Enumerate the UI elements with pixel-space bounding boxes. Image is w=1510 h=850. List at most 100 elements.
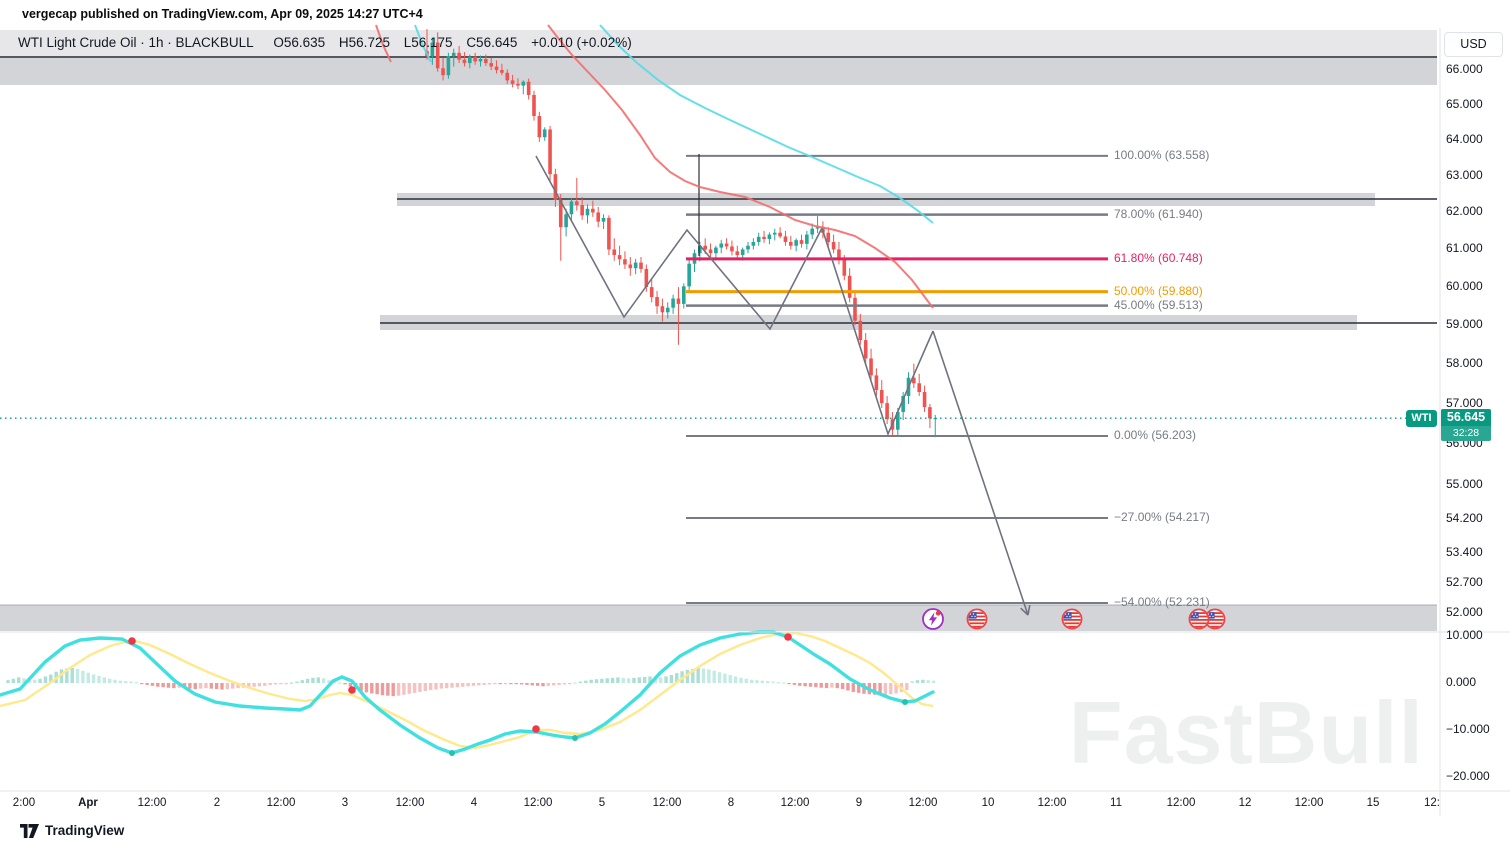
price-tick-label: 66.000 xyxy=(1446,62,1483,76)
candle-down xyxy=(628,256,633,276)
macd-histogram-bar xyxy=(535,683,540,686)
time-tick-label: 10 xyxy=(981,797,995,809)
candle-up xyxy=(756,232,761,246)
candle-down xyxy=(457,45,461,64)
price-tick-label: 52.700 xyxy=(1446,574,1483,589)
candle-up xyxy=(767,232,772,245)
macd-histogram-bar xyxy=(573,682,577,684)
us-flag-icon[interactable] xyxy=(965,607,989,631)
zigzag-path xyxy=(535,155,934,437)
candle-down xyxy=(837,242,841,265)
candles-layer xyxy=(425,28,938,438)
candle-down xyxy=(510,74,515,88)
candle-down xyxy=(537,111,542,142)
macd-histogram-bar xyxy=(113,679,117,683)
fib-level-label: 78.00% (61.940) xyxy=(1114,206,1203,221)
candle-down xyxy=(484,54,488,66)
price-tick-label: 60.000 xyxy=(1446,279,1483,294)
macd-histogram-bar xyxy=(289,682,294,684)
candle-down xyxy=(799,234,804,248)
macd-histogram-bar xyxy=(220,683,224,690)
macd-histogram-bar xyxy=(295,681,299,683)
macd-histogram-bar xyxy=(664,676,668,683)
macd-cross-dot-red xyxy=(128,637,136,645)
fib-level-label: −27.00% (54.217) xyxy=(1114,509,1210,524)
time-tick-label: 9 xyxy=(855,797,863,809)
candle-down xyxy=(516,78,520,90)
macd-histogram-bar xyxy=(846,683,850,691)
us-flag-icon[interactable] xyxy=(1187,607,1211,631)
macd-histogram-bar xyxy=(231,683,235,689)
candle-down xyxy=(853,290,857,326)
candle-down xyxy=(783,230,788,246)
macd-histogram-bar xyxy=(418,683,422,692)
macd-histogram-bar xyxy=(86,672,90,683)
candle-up xyxy=(671,294,675,314)
macd-histogram-bar xyxy=(749,679,754,683)
macd-histogram-bar xyxy=(723,673,727,683)
candle-down xyxy=(649,279,654,303)
macd-pane xyxy=(0,630,936,756)
candle-down xyxy=(885,395,889,425)
macd-histogram-bar xyxy=(97,675,101,683)
macd-cross-dot-red xyxy=(784,633,792,641)
macd-histogram-bar xyxy=(204,683,208,689)
macd-histogram-bar xyxy=(707,669,711,683)
macd-histogram-bar xyxy=(873,683,877,695)
macd-histogram-bar xyxy=(263,683,267,686)
macd-histogram-bar xyxy=(423,683,427,691)
macd-histogram-bar xyxy=(375,683,379,695)
tradingview-logo[interactable]: TradingView xyxy=(20,823,124,838)
macd-histogram-bar xyxy=(814,683,818,688)
candle-down xyxy=(869,348,873,381)
macd-histogram-bar xyxy=(701,668,706,683)
red-ma-line-tail xyxy=(375,24,392,63)
candle-down xyxy=(778,227,782,239)
flash-event-icon[interactable] xyxy=(921,607,945,631)
candle-up xyxy=(478,55,483,67)
macd-histogram-bar xyxy=(616,677,620,683)
price-tick-label: 54.200 xyxy=(1446,510,1483,525)
candle-up xyxy=(521,80,526,95)
macd-histogram-bar xyxy=(59,669,64,683)
candle-down xyxy=(558,194,563,261)
macd-histogram-bar xyxy=(546,683,551,686)
macd-histogram-bar xyxy=(428,683,433,691)
macd-histogram-bar xyxy=(600,678,604,683)
candle-down xyxy=(580,197,584,220)
macd-histogram-bar xyxy=(380,683,385,696)
macd-histogram-bar xyxy=(584,680,588,683)
fib-level-label: −54.00% (52.231) xyxy=(1114,595,1210,609)
fib-level-label: 0.00% (56.203) xyxy=(1114,428,1197,443)
time-tick-label: 4 xyxy=(470,797,478,809)
macd-histogram-bar xyxy=(284,683,288,685)
candle-up xyxy=(585,204,590,224)
macd-histogram-bar xyxy=(279,683,283,685)
macd-histogram-bar xyxy=(214,683,219,690)
macd-histogram-bar xyxy=(498,683,502,685)
candle-up xyxy=(468,54,472,69)
macd-histogram-bar xyxy=(840,683,845,690)
macd-histogram-bar xyxy=(107,678,112,683)
candle-up xyxy=(446,52,451,79)
time-tick-label: 8 xyxy=(727,797,735,809)
macd-histogram-bar xyxy=(43,676,48,683)
candle-up xyxy=(719,239,724,254)
time-tick-label: 11 xyxy=(1110,797,1122,809)
macd-histogram-bar xyxy=(824,683,829,689)
price-tick-label: 55.000 xyxy=(1446,477,1483,492)
ohlc-change: +0.010 (+0.02%) xyxy=(531,35,632,50)
fib-retracement xyxy=(686,154,1108,605)
macd-histogram-bar xyxy=(396,683,401,696)
candle-up xyxy=(772,228,777,241)
candle-up xyxy=(794,238,798,252)
macd-histogram-bar xyxy=(610,677,615,683)
currency-label: USD xyxy=(1444,32,1503,57)
candle-down xyxy=(623,251,627,269)
macd-histogram-bar xyxy=(910,681,914,683)
macd-histogram-bar xyxy=(648,676,652,683)
macd-histogram-bar xyxy=(552,683,556,686)
macd-histogram-bar xyxy=(321,678,326,683)
us-flag-icon[interactable] xyxy=(1060,607,1084,631)
